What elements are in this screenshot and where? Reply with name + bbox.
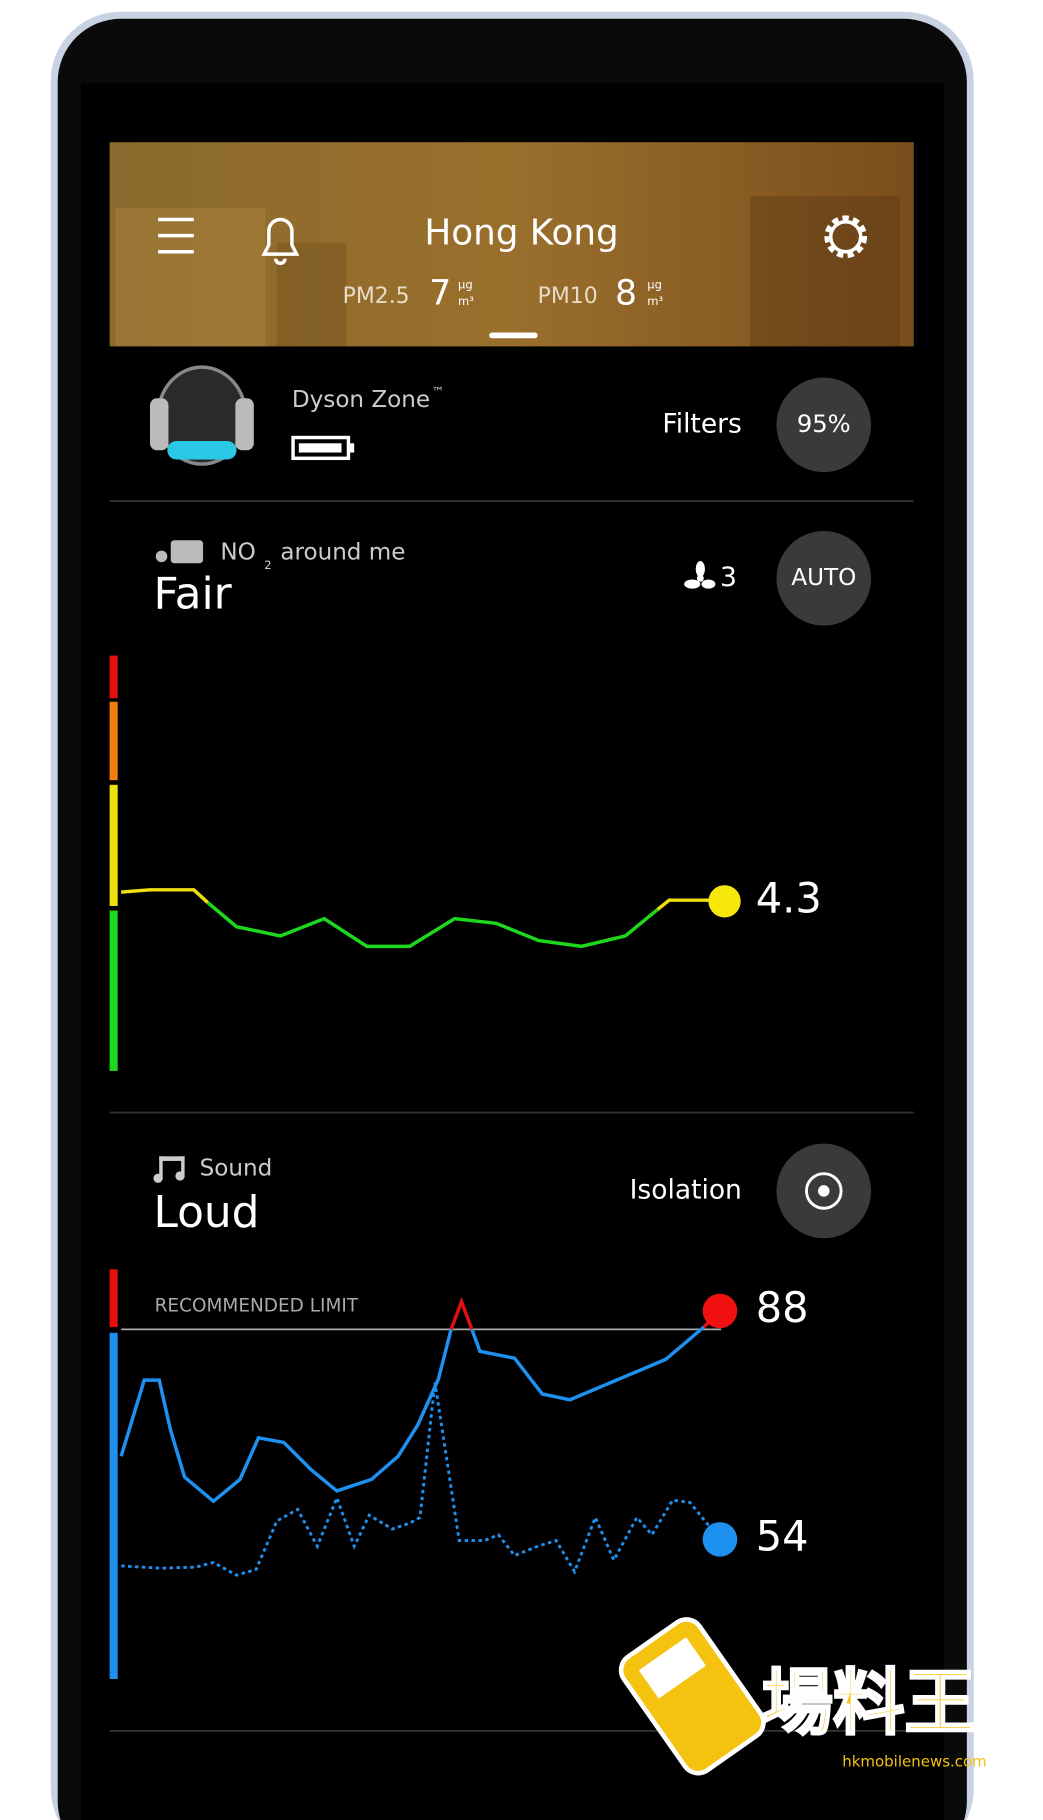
no2-label: NO bbox=[220, 539, 255, 565]
trademark: ™ bbox=[432, 384, 445, 399]
settings-icon[interactable] bbox=[824, 215, 868, 259]
limit-label: RECOMMENDED LIMIT bbox=[155, 1295, 359, 1316]
fan-icon bbox=[684, 560, 716, 589]
filters-label: Filters bbox=[662, 408, 741, 439]
level-scale bbox=[109, 655, 118, 1071]
mode-button[interactable] bbox=[776, 530, 872, 626]
isolation-icon bbox=[805, 1172, 843, 1210]
average-sound-line bbox=[121, 1382, 722, 1577]
unit-top: µg bbox=[458, 278, 473, 292]
watermark-logo bbox=[618, 1617, 766, 1776]
peak-sound-line bbox=[449, 1296, 474, 1330]
music-icon bbox=[153, 1156, 185, 1183]
sound-label: Sound bbox=[200, 1156, 273, 1182]
no2-line bbox=[121, 888, 209, 904]
no2-subscript: 2 bbox=[264, 558, 271, 572]
sound-scale-high bbox=[109, 1269, 118, 1328]
no2-line bbox=[206, 901, 659, 949]
mode-label: AUTO bbox=[791, 565, 856, 591]
notification-icon[interactable] bbox=[261, 217, 300, 265]
sound-mode-label: Isolation bbox=[630, 1174, 742, 1205]
sound-current-value: 54 bbox=[756, 1511, 809, 1560]
city-name: Hong Kong bbox=[424, 212, 618, 253]
pm10-value: 8 bbox=[615, 273, 637, 313]
sound-status: Loud bbox=[153, 1187, 259, 1238]
battery-icon bbox=[291, 435, 355, 461]
no2-label-suffix: around me bbox=[280, 539, 405, 565]
device-name: Dyson Zone bbox=[292, 387, 430, 413]
peak-sound-line bbox=[119, 1328, 453, 1504]
current-dot bbox=[702, 1522, 738, 1557]
unit-top: µg bbox=[647, 278, 662, 292]
unit-bottom: m³ bbox=[647, 294, 663, 308]
filters-value: 95% bbox=[797, 410, 851, 438]
peak-sound-line bbox=[470, 1325, 705, 1402]
peak-value: 88 bbox=[756, 1283, 809, 1332]
helmet-icon bbox=[149, 365, 254, 466]
peak-dot bbox=[702, 1293, 738, 1329]
no2-current-dot bbox=[708, 885, 741, 918]
no2-line bbox=[656, 898, 725, 911]
isolation-icon bbox=[818, 1185, 830, 1197]
page-indicator bbox=[489, 332, 538, 339]
unit-bottom: m³ bbox=[458, 294, 474, 308]
menu-icon[interactable] bbox=[158, 217, 194, 254]
pm25-label: PM2.5 bbox=[343, 284, 410, 309]
watermark-brand: 場料王 bbox=[761, 1661, 976, 1744]
vehicle-icon bbox=[155, 540, 204, 564]
fan-speed: 3 bbox=[720, 562, 737, 593]
header-background bbox=[109, 142, 914, 347]
no2-status: Fair bbox=[153, 569, 232, 620]
filters-button[interactable] bbox=[776, 377, 872, 473]
sound-scale-normal bbox=[109, 1332, 118, 1679]
watermark-site: hkmobilenews.com bbox=[842, 1753, 987, 1771]
no2-current-value: 4.3 bbox=[756, 873, 822, 922]
header-buildings bbox=[115, 196, 900, 347]
pm25-value: 7 bbox=[429, 273, 451, 313]
pm10-label: PM10 bbox=[538, 284, 598, 309]
